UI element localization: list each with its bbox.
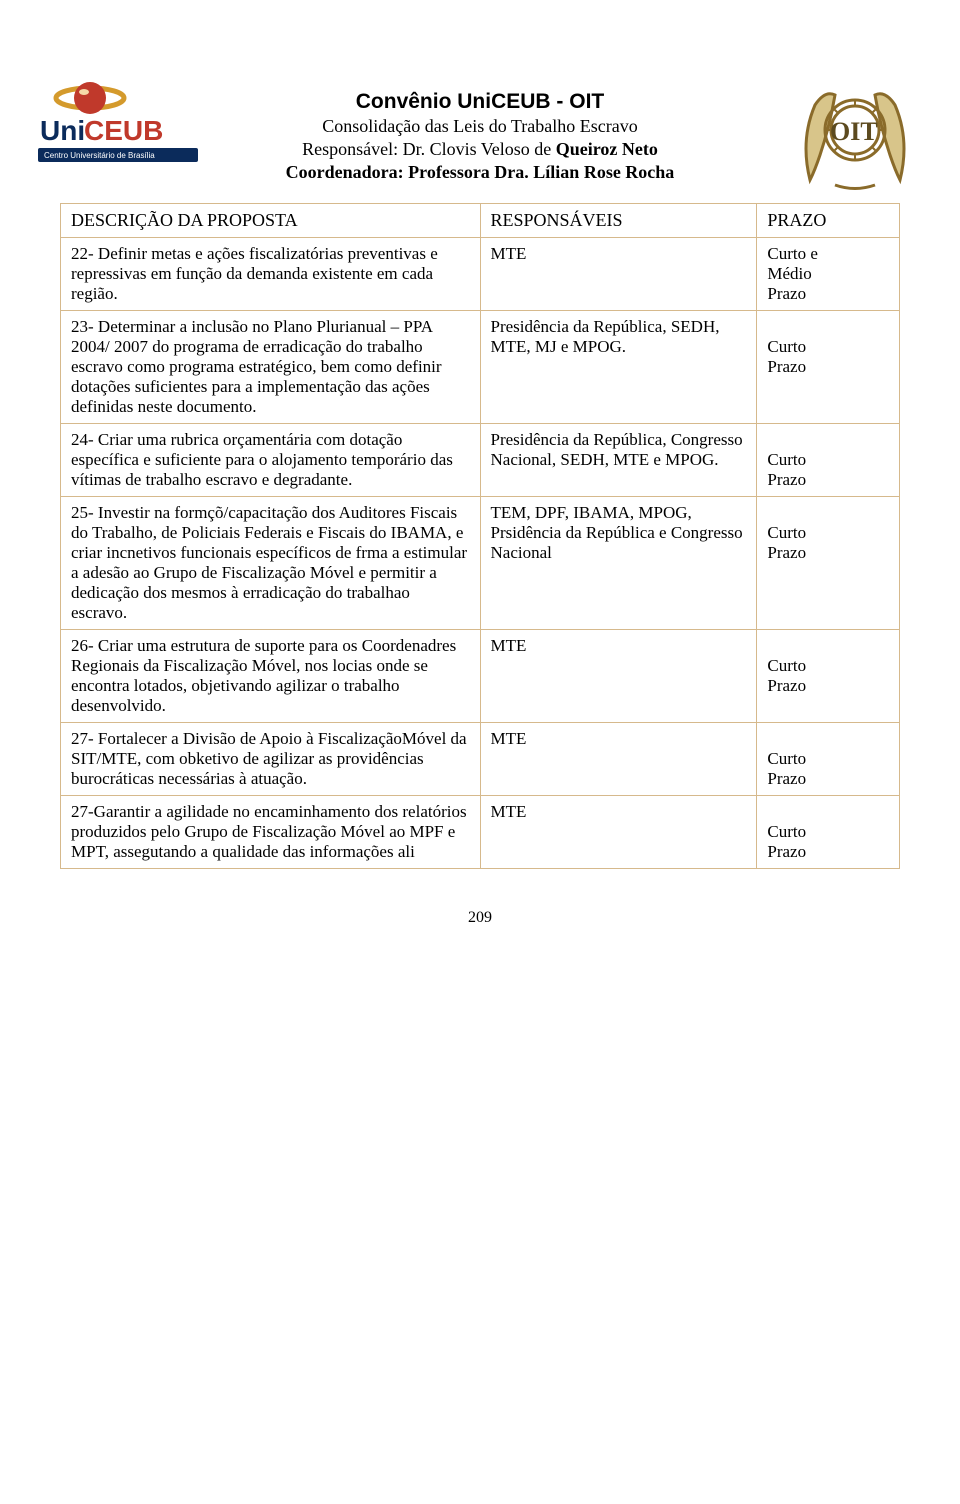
cell-responsaveis: Presidência da República, SEDH, MTE, MJ … (480, 311, 757, 424)
svg-text:CEUB: CEUB (84, 115, 163, 146)
cell-prazo: Curto Prazo (757, 497, 900, 630)
cell-prazo: Curto Prazo (757, 723, 900, 796)
cell-descricao: 25- Investir na formçõ/capacitação dos A… (61, 497, 481, 630)
header-responsaveis: RESPONSÁVEIS (480, 204, 757, 238)
uniceub-logo: Uni CEUB Centro Universitário de Brasíli… (30, 70, 220, 175)
cell-prazo: Curto Prazo (757, 630, 900, 723)
cell-responsaveis: MTE (480, 796, 757, 869)
cell-prazo: Curto Prazo (757, 424, 900, 497)
page-number: 209 (60, 909, 900, 927)
header-descricao: DESCRIÇÃO DA PROPOSTA (61, 204, 481, 238)
cell-descricao: 22- Definir metas e ações fiscalizatória… (61, 238, 481, 311)
oit-logo: OIT (790, 70, 920, 205)
table-row: 22- Definir metas e ações fiscalizatória… (61, 238, 900, 311)
header-prazo: PRAZO (757, 204, 900, 238)
cell-descricao: 27- Fortalecer a Divisão de Apoio à Fisc… (61, 723, 481, 796)
cell-descricao: 27-Garantir a agilidade no encaminhament… (61, 796, 481, 869)
table-row: 27-Garantir a agilidade no encaminhament… (61, 796, 900, 869)
table-row: 25- Investir na formçõ/capacitação dos A… (61, 497, 900, 630)
svg-text:OIT: OIT (830, 117, 878, 146)
table-row: 27- Fortalecer a Divisão de Apoio à Fisc… (61, 723, 900, 796)
cell-descricao: 26- Criar uma estrutura de suporte para … (61, 630, 481, 723)
cell-responsaveis: Presidência da República, Congresso Naci… (480, 424, 757, 497)
table-header-row: DESCRIÇÃO DA PROPOSTA RESPONSÁVEIS PRAZO (61, 204, 900, 238)
table-row: 26- Criar uma estrutura de suporte para … (61, 630, 900, 723)
svg-text:Centro Universitário de Brasíl: Centro Universitário de Brasília (44, 151, 155, 160)
responsavel-prefix: Responsável: Dr. Clovis Veloso de (302, 139, 556, 159)
cell-responsaveis: TEM, DPF, IBAMA, MPOG, Prsidência da Rep… (480, 497, 757, 630)
document-header: Uni CEUB Centro Universitário de Brasíli… (60, 90, 900, 183)
cell-descricao: 23- Determinar a inclusão no Plano Pluri… (61, 311, 481, 424)
responsavel-name: Queiroz Neto (556, 139, 658, 159)
cell-responsaveis: MTE (480, 630, 757, 723)
cell-prazo: Curto Prazo (757, 311, 900, 424)
table-row: 23- Determinar a inclusão no Plano Pluri… (61, 311, 900, 424)
cell-responsaveis: MTE (480, 238, 757, 311)
cell-responsaveis: MTE (480, 723, 757, 796)
cell-prazo: Curto e Médio Prazo (757, 238, 900, 311)
cell-prazo: Curto Prazo (757, 796, 900, 869)
cell-descricao: 24- Criar uma rubrica orçamentária com d… (61, 424, 481, 497)
svg-text:Uni: Uni (40, 115, 85, 146)
table-row: 24- Criar uma rubrica orçamentária com d… (61, 424, 900, 497)
proposals-table: DESCRIÇÃO DA PROPOSTA RESPONSÁVEIS PRAZO… (60, 203, 900, 869)
